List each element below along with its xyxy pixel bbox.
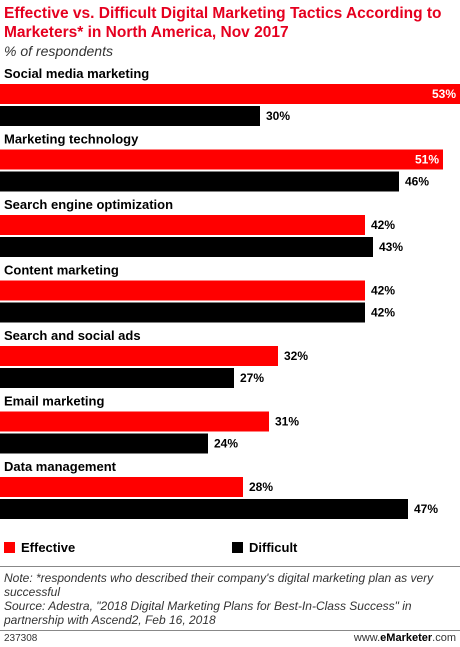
bar-difficult-data-management — [0, 499, 408, 519]
legend-label-difficult: Difficult — [249, 540, 298, 555]
value-label-effective-content-marketing: 42% — [371, 284, 395, 298]
category-label-content-marketing: Content marketing — [4, 263, 119, 278]
bar-difficult-search-and-social-ads — [0, 368, 234, 388]
category-label-search-and-social-ads: Search and social ads — [4, 328, 141, 343]
category-label-email-marketing: Email marketing — [4, 394, 104, 409]
value-label-difficult-data-management: 47% — [414, 502, 438, 516]
bar-effective-social-media-marketing — [0, 84, 460, 104]
chart-title: Effective vs. Difficult Digital Marketin… — [4, 5, 442, 41]
bar-effective-data-management — [0, 477, 243, 497]
bar-chart: Social media marketing 53% 30% Marketing te… — [0, 66, 460, 519]
legend-item-effective: Effective — [4, 540, 75, 555]
value-label-effective-search-engine-optimization: 42% — [371, 218, 395, 232]
legend-swatch-effective — [4, 542, 15, 553]
legend-swatch-difficult — [232, 542, 243, 553]
footer-divider — [0, 566, 460, 567]
chart-subtitle: % of respondents — [4, 43, 113, 59]
bar-difficult-social-media-marketing — [0, 106, 260, 126]
bar-difficult-search-engine-optimization — [0, 237, 373, 257]
source-note: Source: Adestra, "2018 Digital Marketing… — [4, 599, 412, 627]
bar-difficult-content-marketing — [0, 302, 365, 323]
legend-item-difficult: Difficult — [232, 540, 297, 555]
bar-effective-search-engine-optimization — [0, 215, 365, 235]
brand-prefix: www. — [353, 632, 381, 644]
bar-difficult-marketing-technology — [0, 171, 399, 192]
value-label-difficult-search-and-social-ads: 27% — [240, 371, 264, 385]
category-label-search-engine-optimization: Search engine optimization — [4, 197, 173, 212]
category-label-marketing-technology: Marketing technology — [4, 132, 139, 147]
bar-effective-marketing-technology — [0, 149, 443, 170]
value-label-difficult-social-media-marketing: 30% — [266, 109, 290, 123]
footer-divider-bottom — [0, 630, 460, 631]
value-label-effective-data-management: 28% — [249, 480, 273, 494]
bar-difficult-email-marketing — [0, 433, 208, 454]
value-label-effective-email-marketing: 31% — [275, 415, 299, 429]
value-label-difficult-content-marketing: 42% — [371, 306, 395, 320]
value-label-difficult-email-marketing: 24% — [214, 437, 238, 451]
chart-id: 237308 — [4, 633, 38, 644]
value-label-effective-search-and-social-ads: 32% — [284, 349, 308, 363]
bar-effective-content-marketing — [0, 280, 365, 301]
brand-name: eMarketer — [380, 632, 433, 644]
footnote: Note: *respondents who described their c… — [4, 571, 434, 599]
value-label-effective-social-media-marketing: 53% — [432, 87, 456, 101]
category-label-data-management: Data management — [4, 459, 117, 474]
category-label-social-media-marketing: Social media marketing — [4, 66, 149, 81]
bar-effective-search-and-social-ads — [0, 346, 278, 366]
bar-effective-email-marketing — [0, 411, 269, 432]
value-label-difficult-marketing-technology: 46% — [405, 175, 429, 189]
value-label-effective-marketing-technology: 51% — [415, 153, 439, 167]
legend: Effective Difficult — [0, 540, 460, 560]
legend-label-effective: Effective — [21, 540, 76, 555]
brand-link[interactable]: www.eMarketer.com — [354, 632, 456, 644]
brand-suffix: .com — [432, 632, 456, 644]
value-label-difficult-search-engine-optimization: 43% — [379, 240, 403, 254]
